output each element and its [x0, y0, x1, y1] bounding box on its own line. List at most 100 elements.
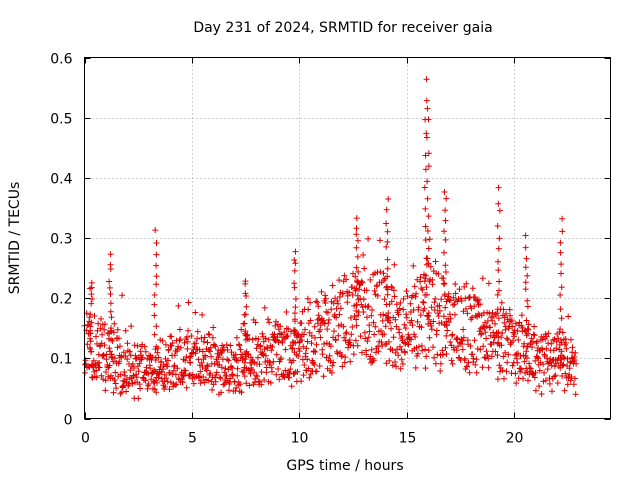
data-point — [235, 357, 241, 364]
data-point — [501, 375, 507, 382]
data-point — [276, 376, 283, 383]
data-point — [392, 359, 398, 365]
data-point — [137, 348, 144, 355]
data-point — [381, 296, 388, 303]
data-point — [353, 316, 360, 323]
data-point — [122, 372, 128, 379]
data-point — [444, 327, 451, 334]
data-point — [399, 361, 406, 367]
data-point — [559, 373, 566, 379]
data-point — [334, 297, 341, 304]
data-point — [182, 357, 189, 364]
data-point — [87, 311, 94, 318]
data-point — [503, 368, 510, 375]
data-point — [204, 362, 211, 369]
data-point — [340, 290, 346, 297]
data-point — [435, 313, 442, 319]
data-point — [152, 368, 159, 375]
data-point — [321, 341, 327, 347]
data-point — [440, 351, 446, 358]
data-point — [479, 364, 486, 371]
data-point — [174, 365, 181, 372]
data-point — [557, 249, 564, 256]
data-point — [344, 292, 351, 299]
data-point — [553, 345, 560, 352]
data-point — [347, 342, 354, 349]
data-point — [152, 354, 159, 361]
data-point — [151, 301, 158, 308]
data-point — [261, 377, 268, 383]
data-point — [207, 348, 213, 355]
data-point — [417, 274, 424, 281]
data-point — [438, 296, 445, 303]
data-point — [477, 301, 483, 308]
data-point — [298, 337, 305, 343]
data-point — [86, 314, 93, 321]
data-point — [543, 345, 550, 352]
data-point — [293, 332, 300, 339]
data-point — [262, 352, 269, 359]
data-point — [238, 351, 245, 358]
data-point — [151, 386, 158, 393]
data-point — [524, 303, 531, 310]
data-point — [184, 334, 190, 340]
data-point — [312, 348, 319, 355]
data-point — [564, 381, 571, 388]
data-point — [305, 306, 312, 313]
data-point — [532, 357, 539, 364]
data-point — [302, 326, 308, 333]
data-point — [363, 351, 370, 358]
data-point — [411, 283, 418, 290]
data-point — [353, 244, 360, 251]
data-point — [568, 374, 575, 380]
data-point — [442, 262, 449, 269]
data-point — [241, 311, 248, 318]
data-point — [538, 391, 545, 397]
data-point — [153, 343, 160, 350]
data-point — [378, 339, 385, 346]
data-point — [316, 363, 323, 369]
data-point — [483, 348, 490, 355]
data-point — [165, 357, 171, 364]
data-point — [403, 314, 410, 321]
data-point — [277, 323, 284, 330]
data-point — [205, 377, 212, 384]
data-point — [442, 344, 449, 351]
data-point — [188, 333, 195, 339]
data-point — [291, 257, 298, 263]
data-point — [563, 345, 570, 352]
data-point — [432, 295, 439, 302]
data-point — [107, 300, 114, 307]
data-point — [82, 360, 89, 367]
data-point — [142, 377, 149, 384]
data-point — [570, 381, 577, 388]
data-point — [252, 319, 259, 326]
data-point — [554, 380, 561, 386]
data-point — [511, 327, 518, 334]
y-tick-label: 0.2 — [50, 292, 72, 308]
data-point — [335, 332, 342, 339]
data-point — [443, 298, 450, 305]
data-point — [364, 314, 370, 321]
data-point — [276, 330, 283, 337]
data-point — [282, 346, 289, 353]
data-point — [152, 227, 159, 234]
data-point — [451, 311, 458, 318]
data-point — [557, 292, 564, 298]
data-point — [425, 310, 432, 316]
data-point — [207, 344, 214, 351]
data-point — [566, 365, 573, 372]
data-point — [391, 261, 398, 268]
data-point — [202, 354, 209, 360]
data-point — [494, 340, 501, 347]
data-point — [94, 327, 101, 334]
data-point — [168, 333, 175, 340]
x-tick-label: 15 — [399, 431, 417, 447]
data-point — [431, 307, 438, 313]
data-point — [292, 304, 299, 311]
data-point — [341, 359, 348, 366]
data-point — [298, 320, 305, 327]
x-axis-label: GPS time / hours — [286, 458, 403, 474]
data-point — [237, 381, 244, 388]
data-point — [423, 97, 430, 104]
